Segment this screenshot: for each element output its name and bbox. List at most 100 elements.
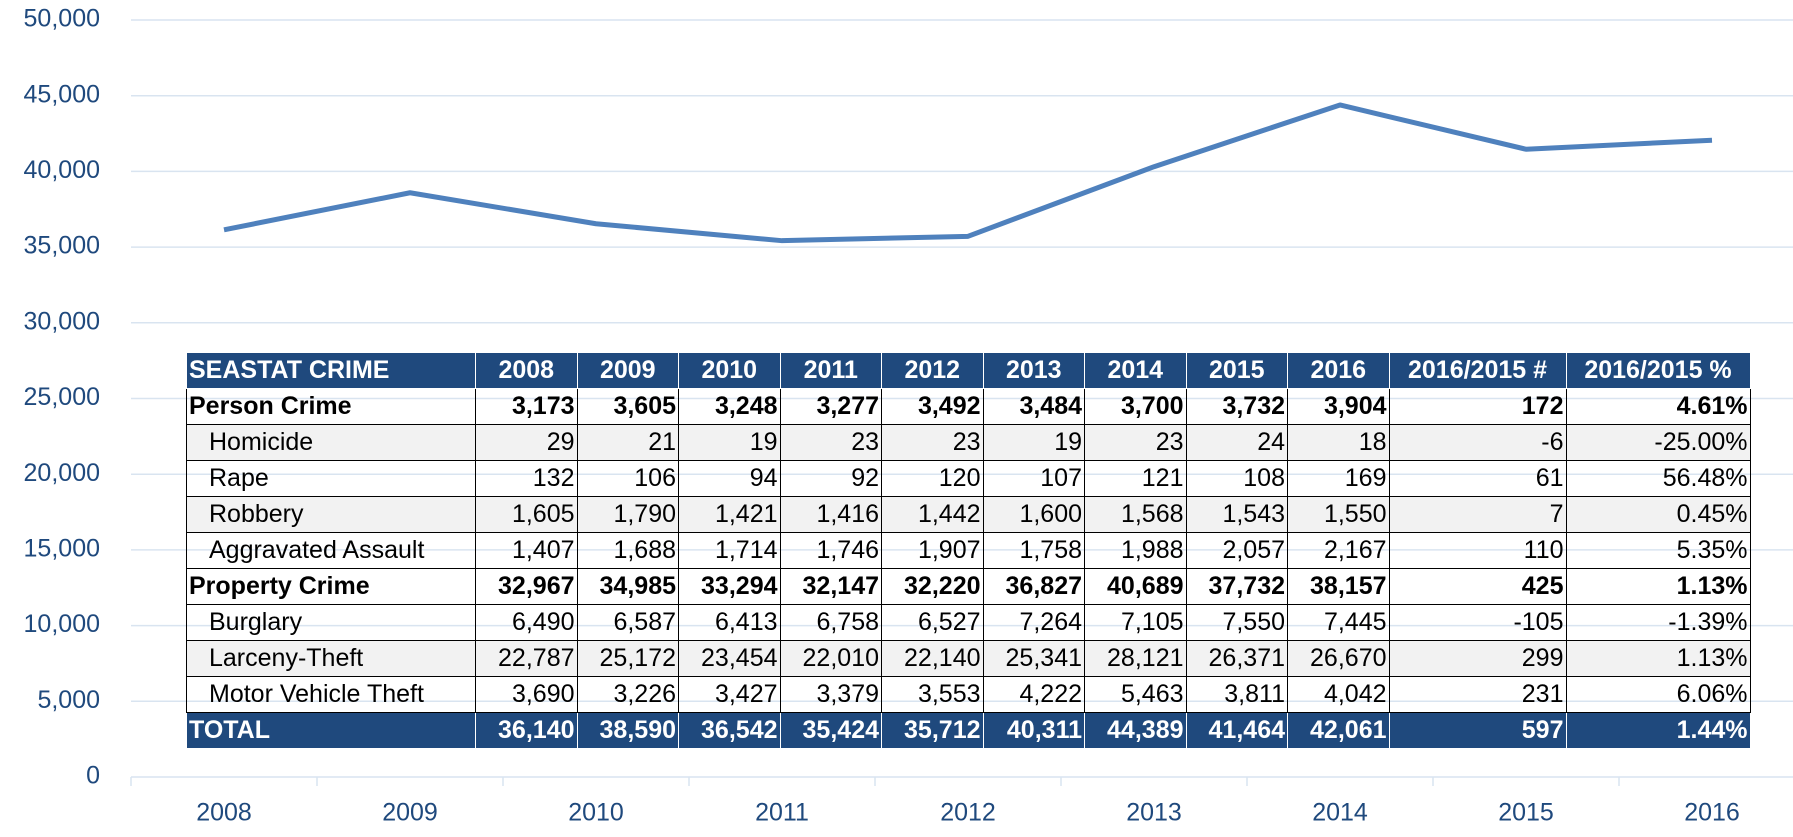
table-cell: 38,157 — [1287, 568, 1390, 605]
table-cell: 36,140 — [475, 712, 578, 749]
table-cell: 19 — [678, 424, 781, 461]
header-cell: 2010 — [678, 352, 781, 389]
table-cell: 21 — [576, 424, 679, 461]
x-tick-label: 2009 — [382, 799, 438, 827]
table-cell: 32,147 — [779, 568, 882, 605]
table-cell: 5,463 — [1084, 676, 1187, 713]
table-cell: 1.13% — [1565, 568, 1751, 605]
table-cell: 3,700 — [1084, 388, 1187, 425]
y-tick-label: 35,000 — [24, 232, 100, 260]
table-cell: 1,600 — [982, 496, 1085, 533]
table-row: Person Crime 3,173 3,605 3,248 3,277 3,492 3,4… — [186, 388, 1751, 425]
y-tick-label: 20,000 — [24, 459, 100, 487]
y-tick-label: 25,000 — [24, 383, 100, 411]
header-cell: SEASTAT CRIME — [186, 352, 476, 389]
table-cell: 3,484 — [982, 388, 1085, 425]
table-cell: 22,140 — [881, 640, 984, 677]
table-row: Robbery 1,605 1,790 1,421 1,416 1,442 1,600 1,5… — [186, 496, 1751, 533]
table-cell: 32,220 — [881, 568, 984, 605]
table-row: Rape 132 106 94 92 120 107 121 108 169 61 56.48% — [186, 460, 1751, 497]
table-cell: 425 — [1388, 568, 1567, 605]
table-cell: 3,811 — [1185, 676, 1288, 713]
table-cell: 22,010 — [779, 640, 882, 677]
table-cell: 19 — [982, 424, 1085, 461]
table-cell: 23 — [881, 424, 984, 461]
table-cell: 7,264 — [982, 604, 1085, 641]
line-series — [223, 102, 1713, 244]
y-tick-label: 10,000 — [24, 610, 100, 638]
table-row: Property Crime 32,967 34,985 33,294 32,147 32… — [186, 568, 1751, 605]
table-cell: 61 — [1388, 460, 1567, 497]
table-cell: 3,492 — [881, 388, 984, 425]
x-tick-label: 2011 — [755, 799, 809, 827]
table-row: SEASTAT CRIME 2008 2009 2010 2011 2012 2013 201… — [186, 352, 1751, 389]
table-cell: 38,590 — [576, 712, 679, 749]
table-cell: 1,568 — [1084, 496, 1187, 533]
table-cell: 3,277 — [779, 388, 882, 425]
row-label: Larceny-Theft — [186, 640, 476, 677]
x-tick-label: 2013 — [1126, 799, 1182, 827]
table-cell: 3,427 — [678, 676, 781, 713]
table-cell: 6,527 — [881, 604, 984, 641]
table-cell: 35,424 — [779, 712, 882, 749]
table-cell: 42,061 — [1287, 712, 1390, 749]
table-cell: 32,967 — [475, 568, 578, 605]
table-row: Homicide 29 21 19 23 23 19 23 24 18 -6 -25.00% — [186, 424, 1751, 461]
table-cell: 106 — [576, 460, 679, 497]
table-cell: 132 — [475, 460, 578, 497]
table-cell: 94 — [678, 460, 781, 497]
y-tick-label: 30,000 — [24, 307, 100, 335]
table-cell: 41,464 — [1185, 712, 1288, 749]
table-cell: 110 — [1388, 532, 1567, 569]
table-row: TOTAL 36,140 38,590 36,542 35,424 35,712 40,31… — [186, 712, 1751, 749]
table-cell: 1.44% — [1565, 712, 1751, 749]
table-cell: 1,421 — [678, 496, 781, 533]
table-cell: 29 — [475, 424, 578, 461]
table-cell: 121 — [1084, 460, 1187, 497]
table-cell: 36,542 — [678, 712, 781, 749]
table-cell: 169 — [1287, 460, 1390, 497]
header-cell: 2016/2015 % — [1565, 352, 1751, 389]
x-tick-label: 2014 — [1312, 799, 1368, 827]
table-cell: 6,587 — [576, 604, 679, 641]
table-row: Larceny-Theft 22,787 25,172 23,454 22,010 22,… — [186, 640, 1751, 677]
table-cell: 1,988 — [1084, 532, 1187, 569]
row-label: Property Crime — [186, 568, 476, 605]
table-row: Motor Vehicle Theft 3,690 3,226 3,427 3,379 3… — [186, 676, 1751, 713]
table-cell: 1,746 — [779, 532, 882, 569]
table-cell: 2,057 — [1185, 532, 1288, 569]
table-cell: 7,105 — [1084, 604, 1187, 641]
y-tick-label: 45,000 — [24, 80, 100, 108]
table-row: Burglary 6,490 6,587 6,413 6,758 6,527 7,264 7,… — [186, 604, 1751, 641]
table-cell: 5.35% — [1565, 532, 1751, 569]
table-cell: 3,605 — [576, 388, 679, 425]
table-cell: 3,690 — [475, 676, 578, 713]
table-cell: 23 — [1084, 424, 1187, 461]
row-label: Person Crime — [186, 388, 476, 425]
row-label: Rape — [186, 460, 476, 497]
table-cell: 1,407 — [475, 532, 578, 569]
header-cell: 2009 — [576, 352, 679, 389]
table-cell: 1,605 — [475, 496, 578, 533]
row-label: Aggravated Assault — [186, 532, 476, 569]
header-cell: 2014 — [1084, 352, 1187, 389]
table-cell: 3,904 — [1287, 388, 1390, 425]
table-cell: 1,714 — [678, 532, 781, 569]
table-cell: 23 — [779, 424, 882, 461]
table-cell: -105 — [1388, 604, 1567, 641]
row-label: Burglary — [186, 604, 476, 641]
table-cell: 18 — [1287, 424, 1390, 461]
header-cell: 2016/2015 # — [1388, 352, 1567, 389]
table-cell: 107 — [982, 460, 1085, 497]
table-cell: 37,732 — [1185, 568, 1288, 605]
table-cell: 7,550 — [1185, 604, 1288, 641]
table-cell: 7 — [1388, 496, 1567, 533]
crime-table: SEASTAT CRIME 2008 2009 2010 2011 2012 2013 201… — [186, 352, 1751, 749]
table-cell: 25,341 — [982, 640, 1085, 677]
x-tick-label: 2015 — [1498, 799, 1554, 827]
table-cell: 3,379 — [779, 676, 882, 713]
table-cell: 0.45% — [1565, 496, 1751, 533]
table-cell: 25,172 — [576, 640, 679, 677]
table-cell: 1,688 — [576, 532, 679, 569]
